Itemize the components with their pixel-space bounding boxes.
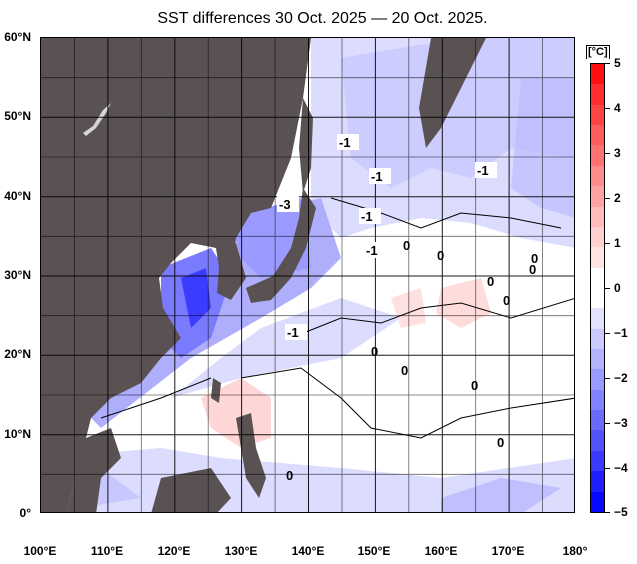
lon-label: 120°E — [157, 544, 191, 558]
colorbar-unit: [°C] — [586, 45, 610, 59]
chart-title: SST differences 30 Oct. 2025 — 20 Oct. 2… — [157, 10, 488, 27]
colorbar-tick-label: 5 — [614, 56, 621, 70]
contour-label: -1 — [287, 325, 299, 340]
colorbar-tick-label: −5 — [614, 505, 628, 519]
contour-label: -3 — [279, 197, 291, 212]
sst-difference-map: -1 -1 -1 -3 -1 -1 0 0 0 0 0 0 -1 0 0 0 0… — [40, 37, 575, 513]
colorbar-tick-label: −2 — [614, 371, 628, 385]
lat-label: 10°N — [4, 427, 31, 441]
map-canvas: -1 -1 -1 -3 -1 -1 0 0 0 0 0 0 -1 0 0 0 0… — [41, 38, 574, 512]
contour-label: 0 — [371, 344, 378, 359]
contour-label: 0 — [503, 293, 510, 308]
lon-label: 180° — [562, 544, 588, 558]
contour-label: 0 — [286, 468, 293, 483]
contour-label: 0 — [529, 262, 536, 277]
colorbar-tick-label: −4 — [614, 461, 628, 475]
contour-label: -1 — [371, 169, 383, 184]
contour-label: -1 — [366, 243, 378, 258]
colorbar-tick-label: 2 — [614, 191, 621, 205]
colorbar-tick-label: −1 — [614, 326, 628, 340]
contour-label: 0 — [403, 238, 410, 253]
colorbar-tick-label: 3 — [614, 146, 621, 160]
contour-label: 0 — [487, 274, 494, 289]
lon-label: 140°E — [291, 544, 325, 558]
lon-label: 150°E — [357, 544, 391, 558]
lon-label: 110°E — [90, 544, 124, 558]
lon-label: 170°E — [491, 544, 525, 558]
colorbar-tick-label: −3 — [614, 416, 628, 430]
contour-label: -1 — [477, 163, 489, 178]
contour-label: -1 — [361, 209, 373, 224]
lon-label: 130°E — [224, 544, 258, 558]
lon-label: 100°E — [23, 544, 57, 558]
contour-label: 0 — [531, 251, 538, 266]
colorbar — [590, 63, 605, 513]
contour-label: 0 — [401, 363, 408, 378]
lat-label: 40°N — [4, 189, 31, 203]
lon-label: 160°E — [424, 544, 458, 558]
lat-label: 50°N — [4, 109, 31, 123]
colorbar-tick-label: 4 — [614, 101, 621, 115]
lat-label: 30°N — [4, 268, 31, 282]
contour-label: 0 — [437, 248, 444, 263]
lat-label: 60°N — [4, 30, 31, 44]
contour-label: 0 — [497, 435, 504, 450]
lat-label: 20°N — [4, 347, 31, 361]
contour-label: 0 — [471, 378, 478, 393]
colorbar-tick-label: 1 — [614, 236, 621, 250]
lat-label: 0° — [19, 506, 31, 520]
contour-label: -1 — [339, 135, 351, 150]
colorbar-tick-label: 0 — [614, 281, 621, 295]
